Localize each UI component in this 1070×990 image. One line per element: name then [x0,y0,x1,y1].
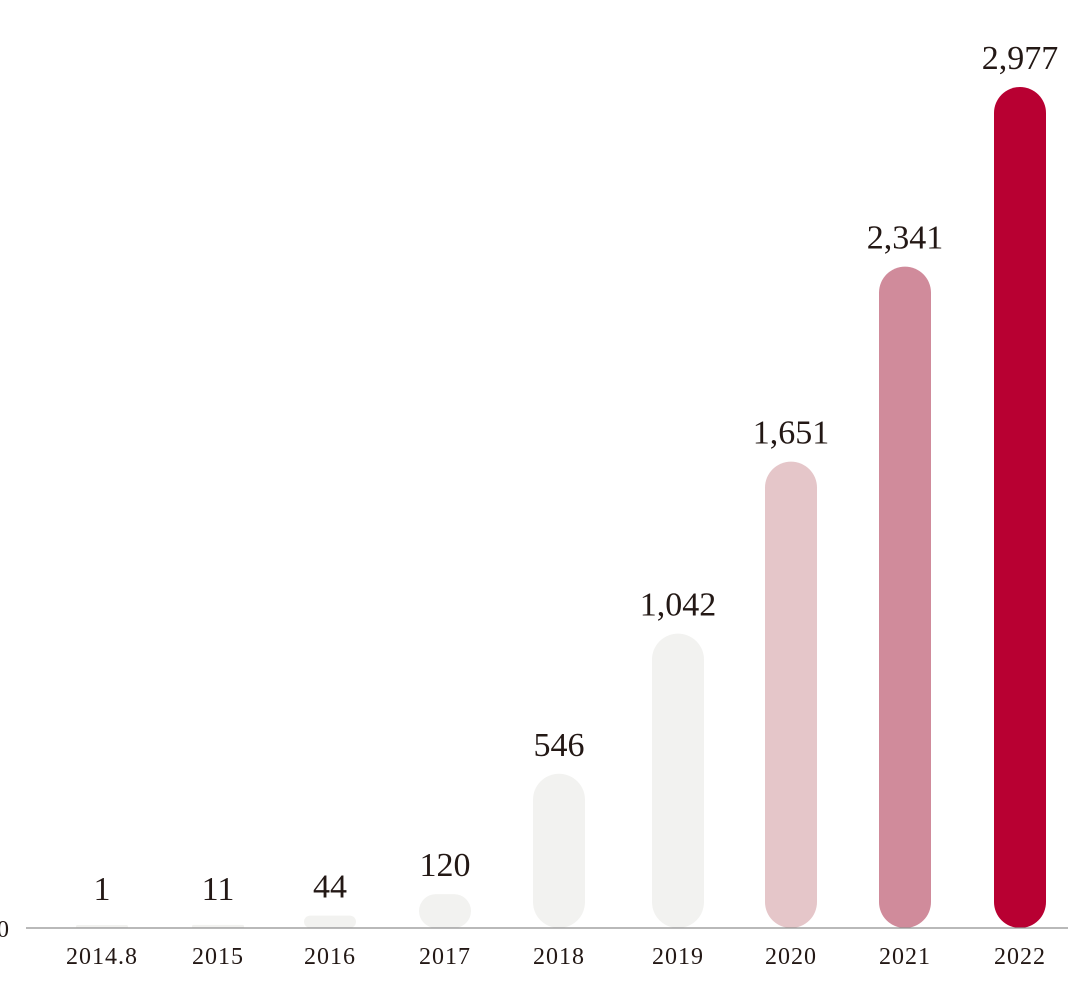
x-tick-label-2022: 2022 [994,944,1046,970]
bars-group [76,87,1046,929]
x-tick-label-2021: 2021 [879,944,931,970]
x-tick-label-2019: 2019 [652,944,704,970]
value-label-2016: 44 [313,869,347,906]
x-tick-labels-group: 2014.8 2015 2016 2017 2018 2019 2020 2021 2022 [66,944,1046,970]
bar-2020 [765,461,817,928]
x-tick-label-2014.8: 2014.8 [66,944,138,970]
value-label-2015: 11 [202,871,235,908]
value-label-2019: 1,042 [640,587,717,624]
bar-2019 [652,633,704,928]
value-label-2021: 2,341 [867,220,944,257]
bar-2018 [533,773,585,928]
x-tick-label-2020: 2020 [765,944,817,970]
y-tick-label: 0 [0,917,10,943]
bar-2015 [192,924,244,928]
value-label-2022: 2,977 [982,40,1059,77]
bar-2021 [879,266,931,929]
bar-2017 [419,894,471,928]
x-tick-label-2016: 2016 [304,944,356,970]
value-label-2018: 546 [534,727,585,764]
value-label-2017: 120 [420,847,471,884]
x-tick-label-2018: 2018 [533,944,585,970]
bar-2022 [994,87,1046,928]
x-tick-label-2017: 2017 [419,944,471,970]
x-tick-label-2015: 2015 [192,944,244,970]
value-label-2014.8: 1 [94,871,111,908]
value-label-2020: 1,651 [753,415,830,452]
bar-2014.8 [76,925,128,928]
bar-2016 [304,915,356,928]
